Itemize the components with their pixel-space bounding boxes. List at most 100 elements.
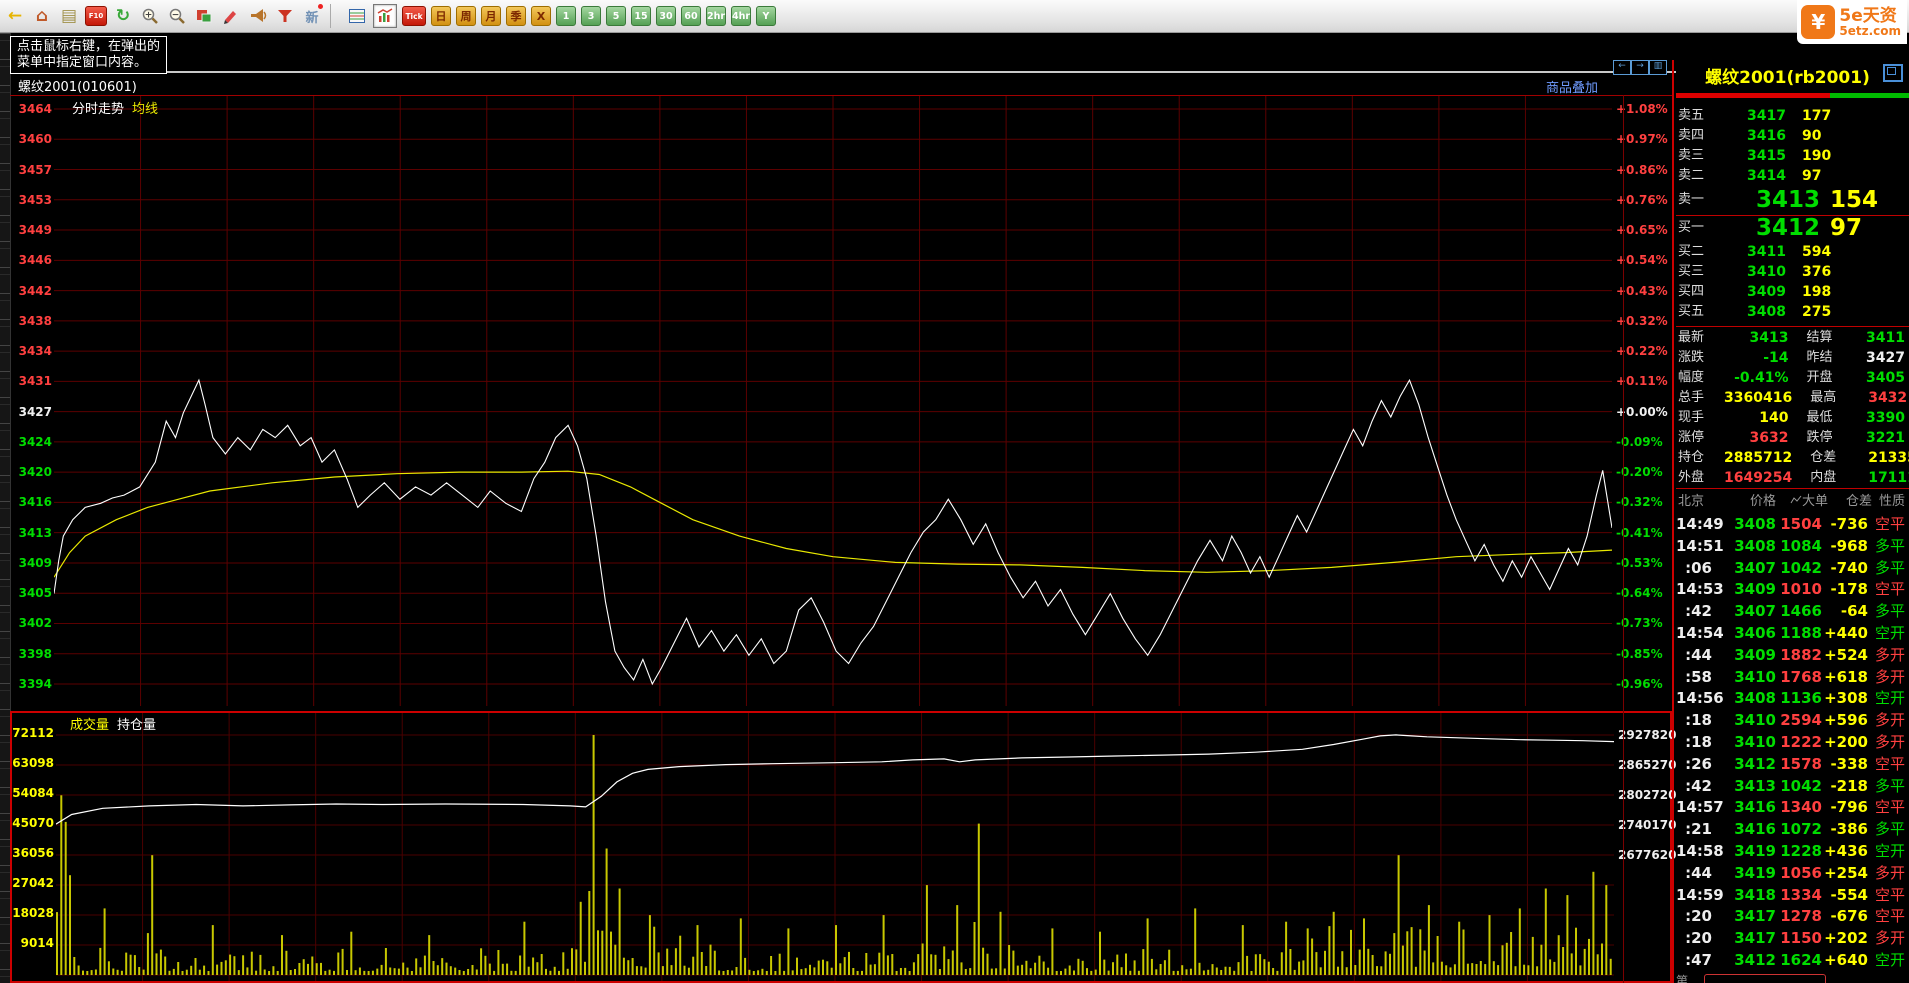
layers-icon[interactable]: [193, 5, 215, 27]
panel-footer: 第: [1676, 972, 1909, 983]
tick-row: :47 3412 1624 +640 空开: [1685, 950, 1905, 969]
price-pane: 分时走势 均线 3464 3460 3457 3453 3449 3446 3442 3438…: [10, 95, 1672, 707]
tick-row: :20 3417 1278 -676 空平: [1685, 907, 1905, 926]
panel-restore-button[interactable]: [1883, 64, 1903, 82]
period-month-button[interactable]: 月: [481, 6, 501, 26]
percent-tick: -0.73%: [1616, 616, 1663, 631]
percent-tick: +0.43%: [1616, 283, 1668, 298]
stat-row: 外盘1649254内盘1711162: [1678, 470, 1909, 486]
percent-tick: +0.97%: [1616, 132, 1668, 147]
tick-row: :18 3410 1222 +200 多开: [1685, 732, 1905, 751]
tick-row: 14:59 3418 1334 -554 空平: [1676, 885, 1905, 904]
tick-header-price: 价格: [1749, 494, 1776, 509]
volume-tick: 27042: [12, 876, 54, 890]
horn-icon[interactable]: [247, 5, 269, 27]
window-divider: [0, 71, 1909, 73]
tick-row: 14:56 3408 1136 +308 空开: [1676, 689, 1905, 708]
tick-row: :44 3419 1056 +254 多开: [1685, 863, 1905, 882]
tick-row: 14:54 3406 1188 +440 空开: [1676, 623, 1905, 642]
new-button[interactable]: 新: [301, 3, 323, 27]
percent-tick: +0.22%: [1616, 344, 1668, 359]
period-4hr-button[interactable]: 4hr: [731, 6, 751, 26]
percent-tick: +0.86%: [1616, 162, 1668, 177]
period-60min-button[interactable]: 60: [681, 6, 701, 26]
report-icon[interactable]: ▤: [60, 6, 78, 26]
period-year-button[interactable]: Y: [756, 6, 776, 26]
oi-tick: 2865270: [1618, 758, 1677, 772]
ask-row: 卖二 3414 97: [1678, 168, 1822, 184]
price-tick: 3453: [18, 192, 52, 207]
book-stats-separator: [1676, 326, 1909, 327]
percent-tick: -0.85%: [1616, 646, 1663, 661]
tick-row: :20 3417 1150 +202 多开: [1685, 929, 1905, 948]
volume-pane[interactable]: 成交量 持仓量 72112 63098 54084 45070 36056 27042 18…: [10, 711, 1677, 983]
tick-row: :18 3410 2594 +596 多开: [1685, 711, 1905, 730]
tick-header-lot[interactable]: 大单: [1776, 492, 1828, 512]
footer-box[interactable]: [1704, 974, 1826, 983]
f10-button[interactable]: F10: [85, 6, 107, 26]
back-icon[interactable]: ←: [7, 6, 23, 26]
tick-list[interactable]: 14:49 3408 1504 -736 空平 14:51 3408 1084 -968 多平:0…: [1676, 514, 1909, 972]
tick-row: :21 3416 1072 -386 多平: [1685, 820, 1905, 839]
percent-tick: -0.09%: [1616, 434, 1663, 449]
zoom-out-icon[interactable]: −: [166, 5, 188, 27]
period-week-button[interactable]: 周: [456, 6, 476, 26]
quote-table-button[interactable]: [346, 5, 368, 27]
pencil-icon[interactable]: [220, 5, 242, 27]
percent-tick: -0.53%: [1616, 555, 1663, 570]
tick-row: :06 3407 1042 -740 多平: [1685, 558, 1905, 577]
period-1min-button[interactable]: 1: [556, 6, 576, 26]
price-tick: 3457: [18, 162, 52, 177]
window-split-button[interactable]: ▥: [1649, 60, 1667, 75]
stat-row: 最新 3413 结算 3411: [1678, 330, 1905, 346]
price-tick: 3413: [18, 525, 52, 540]
zoom-in-icon[interactable]: +: [139, 5, 161, 27]
bid-row: 买一 3412 97: [1678, 215, 1863, 241]
percent-tick: -0.32%: [1616, 495, 1663, 510]
percent-tick: +0.54%: [1616, 253, 1668, 268]
price-tick: 3409: [18, 555, 52, 570]
price-tick: 3431: [18, 374, 52, 389]
buy-strength: [1829, 93, 1909, 98]
price-tick: 3398: [18, 646, 52, 661]
stat-row: 幅度 -0.41% 开盘 3405: [1678, 370, 1905, 386]
percent-tick: +0.11%: [1616, 374, 1668, 389]
funnel-icon[interactable]: [274, 5, 296, 27]
refresh-icon[interactable]: ↻: [115, 6, 131, 26]
period-3min-button[interactable]: 3: [581, 6, 601, 26]
left-tab-strip[interactable]: [0, 33, 11, 983]
period-5min-button[interactable]: 5: [606, 6, 626, 26]
open-interest-label[interactable]: 持仓量: [117, 718, 157, 733]
volume-tick: 72112: [12, 726, 54, 740]
prev-contract-button[interactable]: ←: [1613, 60, 1631, 75]
stat-row: 现手 140 最低 3390: [1678, 410, 1905, 426]
chart-view-button[interactable]: [373, 4, 397, 28]
order-book: 卖五 3417 177 卖四 3416 90 卖三 3415 190 卖二 3414 97 卖一 3413…: [1676, 106, 1909, 322]
period-30min-button[interactable]: 30: [656, 6, 676, 26]
book-mid-separator: [1676, 215, 1909, 216]
next-contract-button[interactable]: →: [1631, 60, 1649, 75]
volume-tick: 36056: [12, 846, 54, 860]
overlay-link[interactable]: 商品叠加: [1546, 81, 1599, 96]
volume-label[interactable]: 成交量: [70, 718, 110, 733]
logo-icon: ¥: [1801, 5, 1836, 39]
bid-row: 买三 3410 376: [1678, 264, 1832, 280]
period-x-button[interactable]: X: [531, 6, 551, 26]
period-day-button[interactable]: 日: [431, 6, 451, 26]
ask-row: 卖五 3417 177: [1678, 108, 1832, 124]
avg-line-label[interactable]: 均线: [132, 102, 159, 117]
stats-ticks-separator: [1676, 488, 1909, 489]
home-icon[interactable]: ⌂: [35, 6, 49, 26]
period-quarter-button[interactable]: 季: [506, 6, 526, 26]
tick-chart-button[interactable]: Tick: [402, 6, 426, 26]
period-15min-button[interactable]: 15: [631, 6, 651, 26]
svg-text:+: +: [145, 11, 153, 21]
stat-row: 涨跌 -14 昨结 3427: [1678, 350, 1905, 366]
bid-row: 买四 3409 198: [1678, 284, 1832, 300]
hint-tooltip: 点击鼠标右键，在弹出的 菜单中指定窗口内容。: [10, 36, 168, 74]
plot-right-border: [1623, 95, 1624, 983]
period-2hr-button[interactable]: 2hr: [706, 6, 726, 26]
svg-text:−: −: [172, 11, 180, 21]
tick-row: 14:53 3409 1010 -178 空平: [1676, 580, 1905, 599]
tick-row: 14:51 3408 1084 -968 多平: [1676, 536, 1905, 555]
